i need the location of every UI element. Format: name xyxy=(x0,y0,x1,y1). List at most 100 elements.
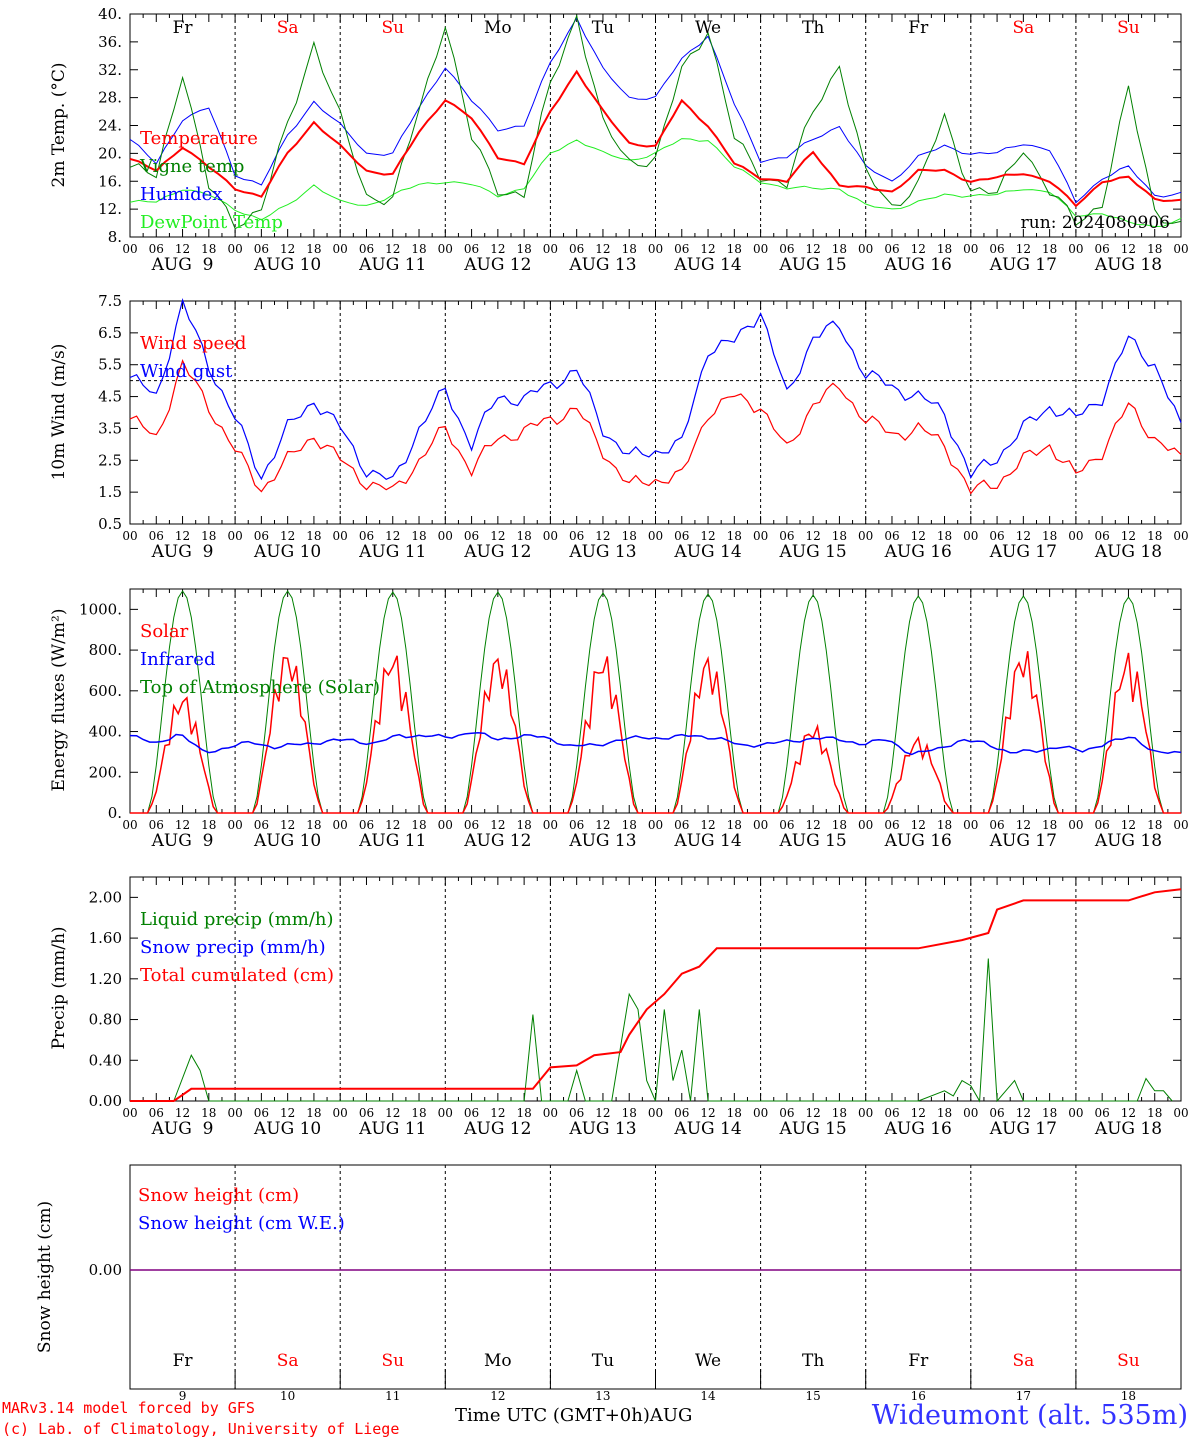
flux-hour-label: 00 xyxy=(227,818,242,832)
flux-y-axis-label: Energy fluxes (W/m²) xyxy=(49,609,69,792)
temp-hour-label: 12 xyxy=(385,242,400,256)
precip-ytick-label: 0.40 xyxy=(89,1051,122,1069)
temp-day-name: Su xyxy=(1117,18,1140,38)
flux-date-label: AUG 15 xyxy=(779,831,847,851)
wind-date-label: AUG 9 xyxy=(151,542,214,562)
temp-date-label: AUG 12 xyxy=(463,255,531,275)
wind-hour-label: 06 xyxy=(149,529,164,543)
temp-hour-label: 06 xyxy=(464,242,479,256)
temp-hour-label: 00 xyxy=(227,242,242,256)
snow-day-name: Sa xyxy=(277,1351,299,1371)
temp-hour-label: 06 xyxy=(149,242,164,256)
precip-hour-label: 06 xyxy=(989,1106,1004,1120)
temp-hour-label: 00 xyxy=(963,242,978,256)
precip-ytick-label: 2.00 xyxy=(89,888,122,906)
precip-hour-label: 00 xyxy=(648,1106,663,1120)
wind-date-label: AUG 17 xyxy=(989,542,1057,562)
temp-y-axis-label: 2m Temp. (°C) xyxy=(49,62,69,187)
flux-panel: 00 06 12 18 00 06 12 18 00 06 12 18 00 06 12 18 00 06 12 18… xyxy=(49,588,1189,851)
temp-date-label: AUG 15 xyxy=(779,255,847,275)
precip-hour-label: 12 xyxy=(175,1106,190,1120)
wind-hour-label: 12 xyxy=(911,529,926,543)
temp-date-label: AUG 11 xyxy=(358,255,426,275)
temp-date-label: AUG 17 xyxy=(989,255,1057,275)
wind-hour-label: 06 xyxy=(779,529,794,543)
precip-series-0 xyxy=(130,958,1173,1103)
precip-hour-label: 06 xyxy=(359,1106,374,1120)
temp-hour-label: 18 xyxy=(306,242,321,256)
precip-legend-0: Liquid precip (mm/h) xyxy=(140,909,334,930)
wind-date-label: AUG 12 xyxy=(463,542,531,562)
precip-hour-label: 12 xyxy=(911,1106,926,1120)
wind-hour-label: 06 xyxy=(1095,529,1110,543)
temp-date-label: AUG 10 xyxy=(253,255,321,275)
flux-hour-label: 12 xyxy=(595,818,610,832)
precip-date-label: AUG 11 xyxy=(358,1119,426,1139)
wind-date-label: AUG 14 xyxy=(673,542,741,562)
precip-hour-label: 12 xyxy=(700,1106,715,1120)
month-label: AUG xyxy=(649,1405,693,1426)
precip-hour-label: 18 xyxy=(622,1106,637,1120)
precip-hour-label: 00 xyxy=(963,1106,978,1120)
flux-hour-label: 06 xyxy=(779,818,794,832)
temp-date-label: AUG 18 xyxy=(1094,255,1162,275)
precip-hour-label: 06 xyxy=(254,1106,269,1120)
wind-hour-label: 00 xyxy=(227,529,242,543)
precip-hour-label: 18 xyxy=(306,1106,321,1120)
wind-hour-label: 00 xyxy=(1068,529,1083,543)
flux-hour-label: 00 xyxy=(333,818,348,832)
precip-hour-label: 00 xyxy=(122,1106,137,1120)
wind-legend-1: Wind gust xyxy=(140,361,233,382)
wind-hour-label: 18 xyxy=(411,529,426,543)
snow-day-number: 18 xyxy=(1121,1389,1136,1403)
wind-hour-label: 06 xyxy=(674,529,689,543)
wind-hour-label: 18 xyxy=(1147,529,1162,543)
snow-panel: 0.00 Snow height (cm) Snow height (cm) Snow… xyxy=(35,1164,1182,1403)
precip-hour-label: 18 xyxy=(832,1106,847,1120)
wind-series-0 xyxy=(129,359,1182,495)
precip-hour-label: 12 xyxy=(490,1106,505,1120)
temp-hour-label: 00 xyxy=(333,242,348,256)
precip-legend-1: Snow precip (mm/h) xyxy=(140,937,326,958)
precip-hour-label: 06 xyxy=(674,1106,689,1120)
precip-hour-label: 06 xyxy=(884,1106,899,1120)
precip-date-label: AUG 18 xyxy=(1094,1119,1162,1139)
snow-day-number: 9 xyxy=(179,1389,187,1403)
flux-hour-label: 18 xyxy=(1147,818,1162,832)
snow-day-name: Su xyxy=(1117,1351,1140,1371)
snow-legend-1: Snow height (cm W.E.) xyxy=(138,1213,345,1234)
temp-series-0 xyxy=(129,69,1182,208)
wind-date-label: AUG 10 xyxy=(253,542,321,562)
wind-hour-label: 00 xyxy=(858,529,873,543)
flux-hour-label: 12 xyxy=(806,818,821,832)
precip-hour-label: 18 xyxy=(937,1106,952,1120)
temp-hour-label: 12 xyxy=(595,242,610,256)
flux-ytick-label: 0. xyxy=(108,804,122,822)
temp-hour-label: 06 xyxy=(569,242,584,256)
precip-hour-label: 00 xyxy=(227,1106,242,1120)
precip-hour-label: 12 xyxy=(1016,1106,1031,1120)
temp-hour-label: 18 xyxy=(411,242,426,256)
wind-hour-label: 00 xyxy=(753,529,768,543)
time-label: Time UTC (GMT+0h) xyxy=(455,1405,650,1426)
precip-date-label: AUG 16 xyxy=(884,1119,952,1139)
precip-date-label: AUG 9 xyxy=(151,1119,214,1139)
wind-hour-label: 12 xyxy=(595,529,610,543)
flux-ytick-label: 200. xyxy=(89,763,122,781)
wind-hour-label: 06 xyxy=(884,529,899,543)
flux-legend-2: Top of Atmosphere (Solar) xyxy=(140,677,380,698)
temp-date-label: AUG 14 xyxy=(673,255,741,275)
temp-hour-label: 18 xyxy=(201,242,216,256)
flux-date-label: AUG 13 xyxy=(568,831,636,851)
precip-ytick-label: 1.60 xyxy=(89,929,122,947)
flux-hour-label: 06 xyxy=(359,818,374,832)
flux-hour-label: 18 xyxy=(832,818,847,832)
temp-day-name: Th xyxy=(802,18,824,38)
precip-date-label: AUG 10 xyxy=(253,1119,321,1139)
flux-hour-label: 18 xyxy=(411,818,426,832)
snow-day-name: Mo xyxy=(484,1351,512,1371)
x-axis-label: Time UTC (GMT+0h)AUG xyxy=(455,1405,692,1426)
precip-date-label: AUG 15 xyxy=(779,1119,847,1139)
wind-hour-label: 00 xyxy=(648,529,663,543)
precip-date-label: AUG 17 xyxy=(989,1119,1057,1139)
